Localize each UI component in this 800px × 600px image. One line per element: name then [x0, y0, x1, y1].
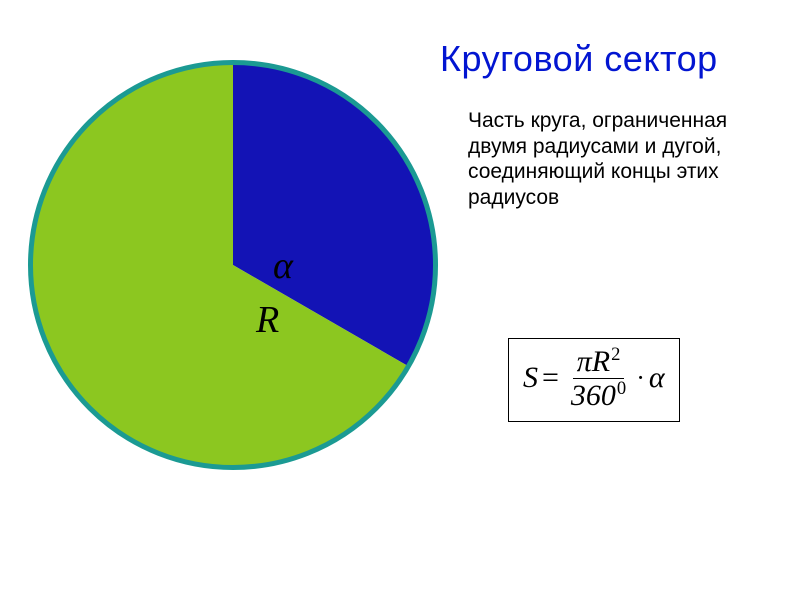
diagram-canvas: α R Круговой сектор Часть круга, огранич… [0, 0, 800, 600]
alpha-label: α [273, 244, 293, 288]
sym-pi: π [577, 345, 592, 378]
area-formula: S = πR2 3600 · α [523, 345, 665, 411]
sym-S: S [523, 361, 538, 395]
page-title: Круговой сектор [440, 38, 718, 80]
sym-alpha: α [649, 361, 665, 395]
sym-equals: = [542, 361, 559, 395]
sym-R: R [592, 345, 610, 378]
fraction: πR2 3600 [567, 345, 630, 411]
sym-exp-2: 2 [611, 344, 620, 365]
pie-chart: α R [28, 60, 438, 470]
radius-label: R [256, 298, 279, 342]
sym-dot: · [636, 363, 645, 393]
den-360: 360 [571, 379, 616, 412]
definition-text: Часть круга, ограниченная двумя радиусам… [468, 108, 778, 210]
den-exp-0: 0 [617, 378, 626, 399]
formula-box: S = πR2 3600 · α [508, 338, 680, 422]
